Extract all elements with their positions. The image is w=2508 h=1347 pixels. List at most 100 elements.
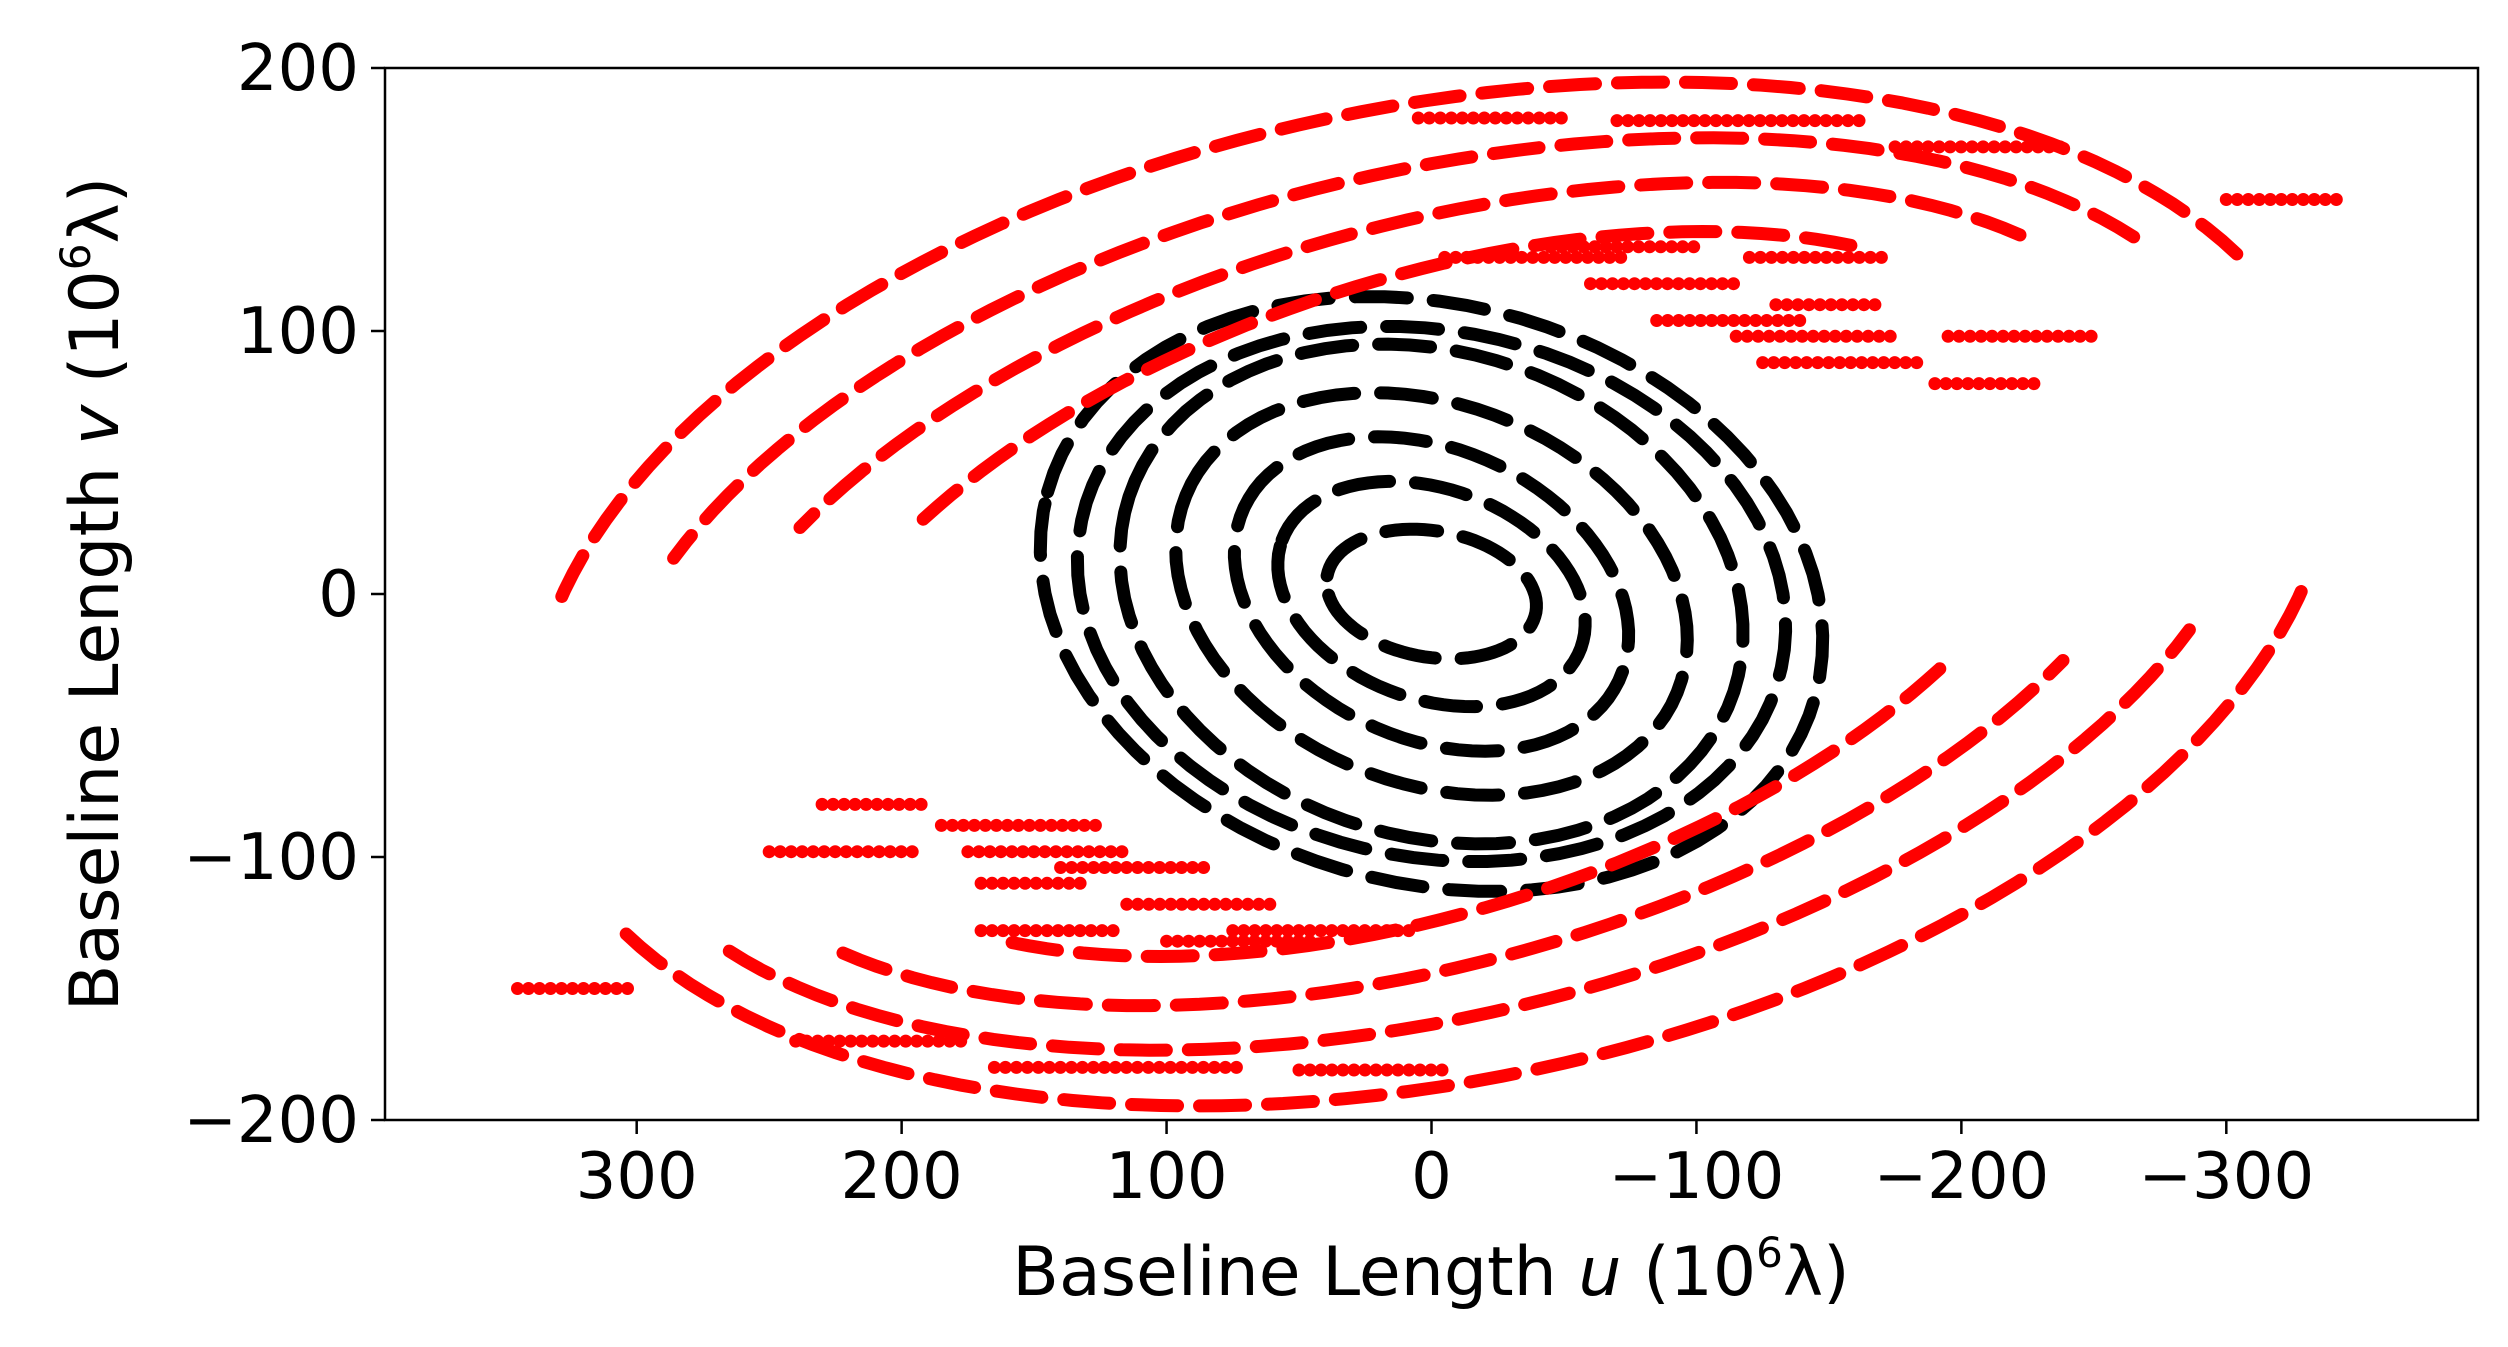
- outer-dot: [1808, 250, 1822, 264]
- outer-dot: [599, 982, 612, 995]
- outer-dot: [994, 845, 1008, 859]
- outer-dot: [859, 797, 873, 811]
- outer-dot: [2263, 193, 2277, 206]
- outer-dot: [1108, 1060, 1122, 1074]
- outer-dot: [1438, 250, 1452, 264]
- outer-dot: [1716, 314, 1730, 327]
- outer-dot: [1229, 1060, 1243, 1074]
- outer-dot: [1828, 329, 1842, 343]
- outer-dot: [844, 1034, 858, 1048]
- outer-dot: [1076, 861, 1090, 874]
- outer-dot: [1130, 1060, 1144, 1074]
- outer-dot: [1532, 111, 1546, 125]
- outer-dot: [1471, 250, 1485, 264]
- outer-dot: [1769, 298, 1783, 312]
- outer-arc-4: [619, 573, 2313, 1113]
- outer-dot: [1358, 1063, 1372, 1077]
- outer-dot: [1152, 1060, 1166, 1074]
- outer-dot: [866, 1034, 880, 1048]
- outer-dot: [1753, 250, 1767, 264]
- outer-dot: [1632, 240, 1646, 254]
- outer-dot: [1086, 1060, 1100, 1074]
- outer-dot: [1504, 250, 1518, 264]
- outer-dot: [1749, 314, 1763, 327]
- outer-arc-2: [793, 175, 2027, 534]
- outer-dot: [2219, 193, 2233, 206]
- outer-dot-row-1: [1610, 114, 1866, 128]
- outer-dot: [2020, 140, 2034, 154]
- outer-dot: [1863, 250, 1877, 264]
- outer-dot: [1762, 329, 1776, 343]
- outer-dot: [1060, 845, 1074, 859]
- outer-dot: [1548, 250, 1562, 264]
- x-axis-label-prefix: Baseline Length: [1012, 1233, 1578, 1312]
- outer-dot: [1449, 250, 1463, 264]
- outer-dot: [1727, 314, 1741, 327]
- outer-dot: [1163, 1060, 1177, 1074]
- x-tick-label: 100: [1105, 1140, 1227, 1214]
- outer-dot: [1961, 377, 1975, 391]
- outer-dot: [1727, 277, 1740, 291]
- outer-dot: [1720, 114, 1734, 128]
- outer-dot: [1433, 111, 1447, 125]
- outer-dot: [1800, 356, 1814, 370]
- outer-dot: [2307, 193, 2321, 206]
- outer-dot: [1751, 329, 1765, 343]
- outer-dot: [1661, 314, 1675, 327]
- outer-dot-row-6: [1584, 277, 1740, 291]
- x-tick-label: 200: [841, 1140, 963, 1214]
- outer-dot: [2241, 193, 2255, 206]
- outer-dot-row-27: [815, 797, 928, 811]
- outer-dot-row-16: [789, 1034, 968, 1048]
- outer-dot: [1263, 897, 1277, 911]
- outer-dot: [1142, 861, 1156, 874]
- outer-dot: [1996, 329, 2010, 343]
- inner-track-0: [1113, 337, 1750, 851]
- inner-track-6: [1070, 320, 1793, 868]
- outer-dot: [1488, 111, 1502, 125]
- outer-dot: [1921, 140, 1935, 154]
- outer-dot: [1599, 240, 1613, 254]
- outer-dot: [1204, 934, 1218, 948]
- outer-dot: [817, 845, 831, 859]
- outer-dot: [2062, 329, 2076, 343]
- outer-dot: [1784, 329, 1798, 343]
- outer-dot: [1303, 934, 1317, 948]
- x-axis-label-unit: (10: [1622, 1233, 1757, 1312]
- outer-dot-row-24: [934, 818, 1102, 832]
- outer-dot: [1632, 114, 1646, 128]
- outer-dot: [1767, 356, 1781, 370]
- y-tick-label: 100: [237, 295, 359, 369]
- outer-dot: [1196, 1060, 1210, 1074]
- outer-dot: [1811, 356, 1825, 370]
- outer-dot-row-13: [1928, 377, 2041, 391]
- y-tick-label: −200: [183, 1084, 359, 1158]
- outer-dot: [1537, 250, 1551, 264]
- outer-dot-row-25: [1054, 861, 1211, 874]
- outer-dot: [1617, 277, 1630, 291]
- outer-dot: [1592, 250, 1606, 264]
- outer-dot: [1270, 924, 1284, 938]
- outer-dot: [1131, 897, 1145, 911]
- outer-dot: [1928, 377, 1942, 391]
- outer-dot: [1097, 1060, 1111, 1074]
- x-axis-label-var: u: [1578, 1233, 1621, 1312]
- outer-dot-row-12: [1941, 329, 2098, 343]
- outer-dot: [1650, 277, 1663, 291]
- outer-dot: [1119, 1060, 1133, 1074]
- outer-dot: [978, 818, 992, 832]
- outer-dot: [1819, 114, 1833, 128]
- outer-dot: [2329, 193, 2343, 206]
- outer-dot: [914, 797, 928, 811]
- outer-dot: [1888, 140, 1902, 154]
- outer-dot: [903, 797, 917, 811]
- outer-dot: [1303, 1063, 1317, 1077]
- outer-dot: [974, 924, 988, 938]
- outer-dot: [1281, 924, 1295, 938]
- outer-dot: [2005, 377, 2019, 391]
- outer-dot: [1075, 1060, 1089, 1074]
- outer-dot: [1084, 924, 1098, 938]
- outer-dot: [1009, 1060, 1023, 1074]
- outer-dot: [1963, 329, 1977, 343]
- outer-dot: [983, 845, 997, 859]
